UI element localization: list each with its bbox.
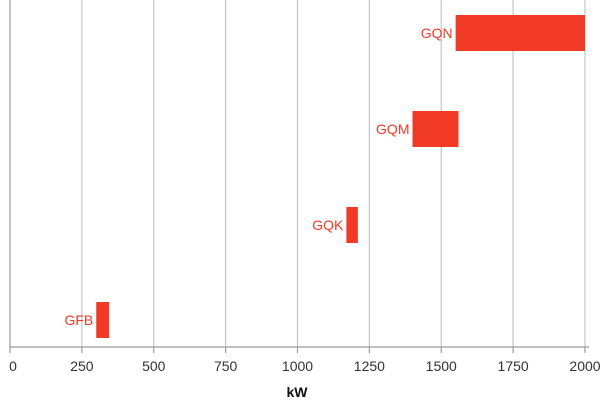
x-tick-label-250: 250 xyxy=(70,358,94,374)
bar-layer: GQN GQM GQK GFB xyxy=(64,15,585,338)
x-tick-label-1000: 1000 xyxy=(282,358,313,374)
x-tick-label-500: 500 xyxy=(142,358,166,374)
x-tick-label-750: 750 xyxy=(214,358,238,374)
x-tick-label-1500: 1500 xyxy=(426,358,457,374)
bar-gqm xyxy=(412,111,459,147)
bar-gqn xyxy=(455,15,585,51)
x-tick-label-0: 0 xyxy=(9,358,17,374)
bar-gfb xyxy=(96,302,110,338)
x-tick-label-2000: 2000 xyxy=(569,358,600,374)
bar-label-gfb: GFB xyxy=(64,312,93,328)
grid-layer xyxy=(9,0,589,348)
x-axis-title: kW xyxy=(287,384,309,400)
x-tick-label-1250: 1250 xyxy=(354,358,385,374)
bar-label-gqm: GQM xyxy=(376,121,409,137)
x-tick-label-1750: 1750 xyxy=(498,358,529,374)
bar-label-gqk: GQK xyxy=(312,217,344,233)
bar-label-gqn: GQN xyxy=(421,25,453,41)
bar-gqk xyxy=(346,207,358,243)
tick-layer: 0 250 500 750 1000 1250 1500 1750 2000 xyxy=(9,347,601,374)
